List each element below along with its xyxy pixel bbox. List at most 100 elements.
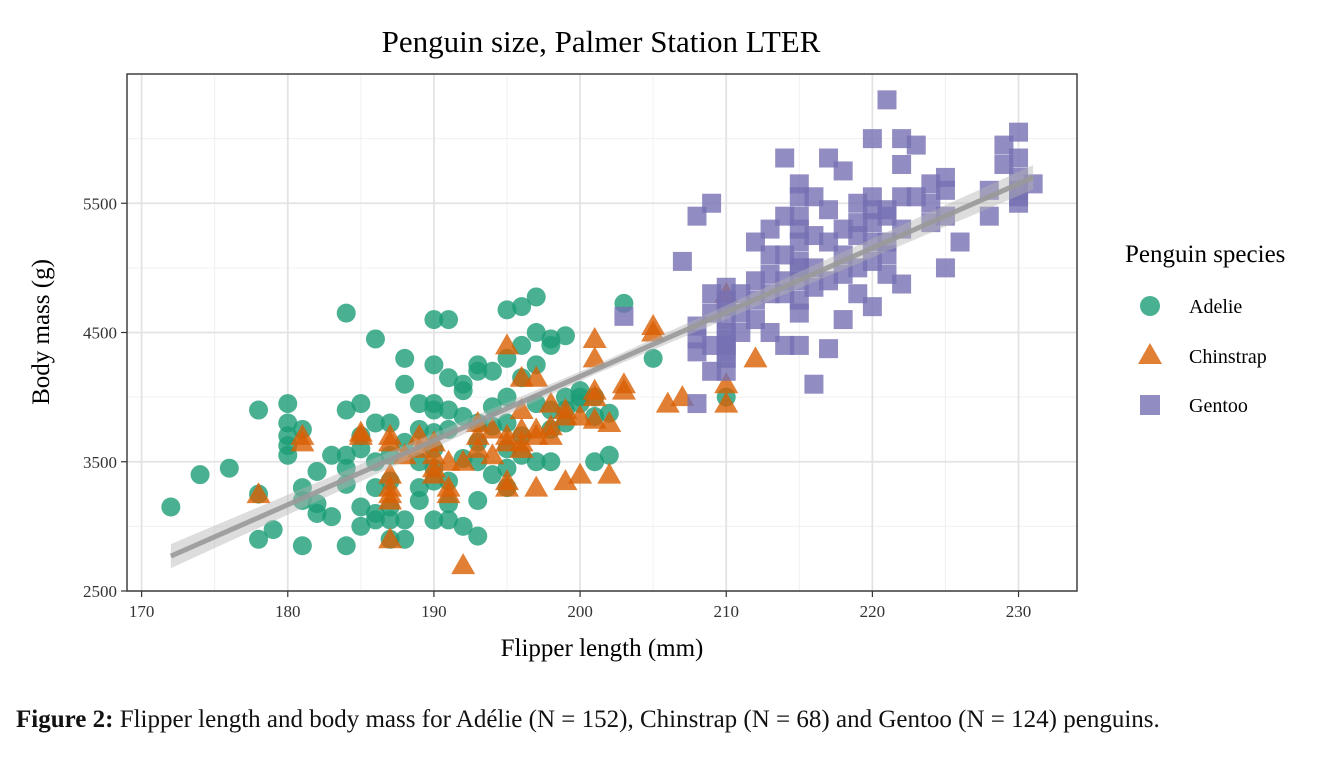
point-gentoo [702, 335, 722, 355]
point-adelie [322, 445, 342, 465]
point-chinstrap [597, 462, 622, 484]
x-tick-label: 220 [860, 602, 886, 621]
caption-text: Flipper length and body mass for Adélie … [113, 706, 1160, 733]
point-adelie [468, 361, 488, 381]
point-gentoo [848, 193, 868, 213]
point-gentoo [877, 206, 897, 226]
point-adelie [336, 400, 356, 420]
point-gentoo [877, 245, 897, 265]
point-adelie [512, 335, 532, 355]
point-chinstrap [421, 462, 446, 484]
point-adelie [497, 387, 517, 407]
legend-title: Penguin species [1125, 241, 1285, 268]
point-adelie [395, 374, 415, 394]
x-tick-label: 190 [421, 602, 447, 621]
point-chinstrap [582, 346, 607, 368]
point-adelie [482, 361, 502, 381]
point-gentoo [789, 219, 809, 239]
point-adelie [453, 516, 473, 536]
point-gentoo [819, 232, 839, 252]
point-gentoo [921, 193, 941, 213]
point-gentoo [760, 219, 780, 239]
point-chinstrap [582, 407, 607, 429]
point-gentoo [804, 187, 824, 207]
point-adelie [395, 348, 415, 368]
point-adelie [395, 432, 415, 452]
point-gentoo [906, 187, 926, 207]
point-chinstrap [641, 320, 666, 342]
x-tick-label: 210 [713, 602, 739, 621]
point-gentoo [833, 219, 853, 239]
point-adelie [424, 355, 444, 375]
point-chinstrap [465, 436, 490, 458]
point-adelie [307, 503, 327, 523]
point-chinstrap [436, 482, 461, 504]
point-gentoo [935, 258, 955, 278]
point-chinstrap [524, 365, 549, 387]
point-chinstrap [611, 378, 636, 400]
point-adelie [439, 310, 459, 330]
point-chinstrap [290, 430, 315, 452]
legend-chinstrap-label: Chinstrap [1189, 346, 1267, 368]
point-gentoo [687, 342, 707, 362]
point-gentoo [862, 213, 882, 233]
point-adelie [424, 310, 444, 330]
point-gentoo [789, 187, 809, 207]
point-adelie [365, 413, 385, 433]
point-chinstrap [553, 469, 578, 491]
point-adelie [190, 465, 210, 485]
point-adelie [292, 536, 312, 556]
y-axis-title: Body mass (g) [28, 259, 55, 405]
point-adelie [439, 368, 459, 388]
point-chinstrap [655, 391, 680, 413]
point-gentoo [687, 206, 707, 226]
point-gentoo [745, 310, 765, 330]
point-gentoo [921, 174, 941, 194]
point-gentoo [716, 277, 736, 297]
point-adelie [278, 394, 298, 414]
point-chinstrap [538, 423, 563, 445]
point-gentoo [892, 154, 912, 174]
point-gentoo [745, 271, 765, 291]
point-gentoo [789, 303, 809, 323]
point-chinstrap [421, 443, 446, 465]
point-adelie [322, 507, 342, 527]
point-chinstrap [582, 326, 607, 348]
point-gentoo [862, 251, 882, 271]
point-gentoo [979, 206, 999, 226]
point-gentoo [862, 297, 882, 317]
point-adelie [585, 452, 605, 472]
point-gentoo [1009, 122, 1029, 142]
point-adelie [424, 510, 444, 530]
x-axis-title: Flipper length (mm) [501, 635, 704, 662]
legend-gentoo-marker [1140, 395, 1160, 415]
y-tick-label: 2500 [83, 582, 117, 601]
point-adelie [555, 326, 575, 346]
point-gentoo [789, 335, 809, 355]
point-chinstrap [495, 423, 519, 445]
point-gentoo [687, 394, 707, 414]
point-gentoo [760, 264, 780, 284]
point-adelie [439, 400, 459, 420]
point-gentoo [877, 264, 897, 284]
point-adelie [512, 297, 532, 317]
point-gentoo [702, 361, 722, 381]
point-chinstrap [495, 333, 519, 355]
x-tick-label: 170 [129, 602, 155, 621]
point-adelie [249, 400, 269, 420]
point-chinstrap [597, 410, 622, 432]
point-adelie [336, 303, 356, 323]
legend-adelie-label: Adelie [1189, 296, 1242, 318]
chart-title: Penguin size, Palmer Station LTER [382, 24, 821, 59]
point-adelie [161, 497, 181, 517]
point-gentoo [760, 245, 780, 265]
point-adelie [351, 394, 371, 414]
point-adelie [395, 510, 415, 530]
point-adelie [365, 329, 385, 349]
point-gentoo [819, 200, 839, 220]
point-adelie [395, 529, 415, 549]
point-gentoo [994, 135, 1014, 155]
point-chinstrap [451, 449, 476, 471]
legend-item-gentoo: Gentoo [1140, 395, 1248, 417]
point-adelie [219, 458, 239, 478]
